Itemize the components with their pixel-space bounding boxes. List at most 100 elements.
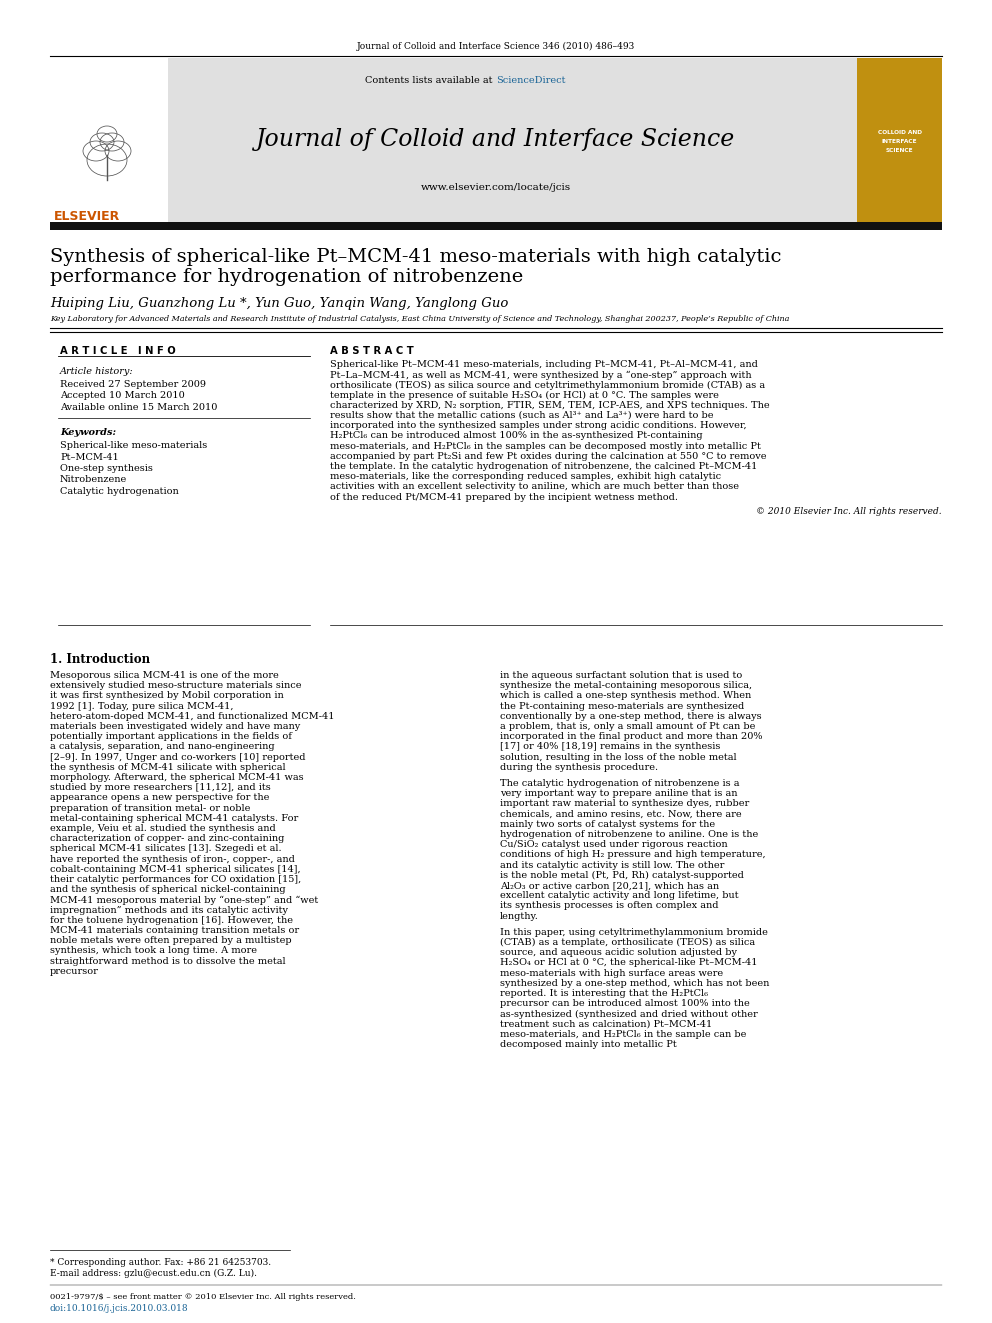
Text: Accepted 10 March 2010: Accepted 10 March 2010	[60, 392, 185, 401]
Text: [2–9]. In 1997, Unger and co-workers [10] reported: [2–9]. In 1997, Unger and co-workers [10…	[50, 753, 306, 762]
Text: meso-materials with high surface areas were: meso-materials with high surface areas w…	[500, 968, 723, 978]
Text: metal-containing spherical MCM-41 catalysts. For: metal-containing spherical MCM-41 cataly…	[50, 814, 299, 823]
Bar	[857, 58, 942, 222]
Text: have reported the synthesis of iron-, copper-, and: have reported the synthesis of iron-, co…	[50, 855, 295, 864]
Text: straightforward method is to dissolve the metal: straightforward method is to dissolve th…	[50, 957, 286, 966]
Text: meso-materials, and H₂PtCl₆ in the sample can be: meso-materials, and H₂PtCl₆ in the sampl…	[500, 1029, 746, 1039]
Text: important raw material to synthesize dyes, rubber: important raw material to synthesize dye…	[500, 799, 749, 808]
Bar	[50, 58, 942, 222]
Text: E-mail address: gzlu@ecust.edu.cn (G.Z. Lu).: E-mail address: gzlu@ecust.edu.cn (G.Z. …	[50, 1269, 257, 1278]
Text: source, and aqueous acidic solution adjusted by: source, and aqueous acidic solution adju…	[500, 949, 737, 958]
Text: In this paper, using cetyltrimethylammonium bromide: In this paper, using cetyltrimethylammon…	[500, 927, 768, 937]
Text: results show that the metallic cations (such as Al³⁺ and La³⁺) were hard to be: results show that the metallic cations (…	[330, 411, 713, 419]
Text: solution, resulting in the loss of the noble metal: solution, resulting in the loss of the n…	[500, 753, 737, 762]
Text: [17] or 40% [18,19] remains in the synthesis: [17] or 40% [18,19] remains in the synth…	[500, 742, 720, 751]
Text: materials been investigated widely and have many: materials been investigated widely and h…	[50, 722, 301, 732]
Text: lengthy.: lengthy.	[500, 912, 539, 921]
Text: template in the presence of suitable H₂SO₄ (or HCl) at 0 °C. The samples were: template in the presence of suitable H₂S…	[330, 390, 719, 400]
Text: synthesize the metal-containing mesoporous silica,: synthesize the metal-containing mesoporo…	[500, 681, 752, 691]
Text: and its catalytic activity is still low. The other: and its catalytic activity is still low.…	[500, 860, 724, 869]
Text: orthosilicate (TEOS) as silica source and cetyltrimethylammonium bromide (CTAB) : orthosilicate (TEOS) as silica source an…	[330, 381, 765, 389]
Bar	[50, 222, 942, 230]
Text: morphology. Afterward, the spherical MCM-41 was: morphology. Afterward, the spherical MCM…	[50, 773, 304, 782]
Text: incorporated in the final product and more than 20%: incorporated in the final product and mo…	[500, 732, 763, 741]
Text: a problem, that is, only a small amount of Pt can be: a problem, that is, only a small amount …	[500, 722, 755, 732]
Text: reported. It is interesting that the H₂PtCl₆: reported. It is interesting that the H₂P…	[500, 990, 708, 998]
Text: www.elsevier.com/locate/jcis: www.elsevier.com/locate/jcis	[421, 183, 571, 192]
Text: conditions of high H₂ pressure and high temperature,: conditions of high H₂ pressure and high …	[500, 851, 766, 860]
Text: hydrogenation of nitrobenzene to aniline. One is the: hydrogenation of nitrobenzene to aniline…	[500, 830, 758, 839]
Text: meso-materials, and H₂PtCl₆ in the samples can be decomposed mostly into metalli: meso-materials, and H₂PtCl₆ in the sampl…	[330, 442, 761, 451]
Text: H₂PtCl₆ can be introduced almost 100% in the as-synthesized Pt-containing: H₂PtCl₆ can be introduced almost 100% in…	[330, 431, 702, 441]
Text: hetero-atom-doped MCM-41, and functionalized MCM-41: hetero-atom-doped MCM-41, and functional…	[50, 712, 334, 721]
Text: INTERFACE: INTERFACE	[882, 139, 918, 144]
Text: doi:10.1016/j.jcis.2010.03.018: doi:10.1016/j.jcis.2010.03.018	[50, 1304, 188, 1312]
Text: very important way to prepare aniline that is an: very important way to prepare aniline th…	[500, 790, 737, 798]
Text: MCM-41 materials containing transition metals or: MCM-41 materials containing transition m…	[50, 926, 300, 935]
Text: and the synthesis of spherical nickel-containing: and the synthesis of spherical nickel-co…	[50, 885, 286, 894]
Text: Pt–MCM-41: Pt–MCM-41	[60, 452, 119, 462]
Text: Al₂O₃ or active carbon [20,21], which has an: Al₂O₃ or active carbon [20,21], which ha…	[500, 881, 719, 890]
Text: the synthesis of MCM-41 silicate with spherical: the synthesis of MCM-41 silicate with sp…	[50, 763, 286, 771]
Text: conventionally by a one-step method, there is always: conventionally by a one-step method, the…	[500, 712, 762, 721]
Text: Huiping Liu, Guanzhong Lu *, Yun Guo, Yanqin Wang, Yanglong Guo: Huiping Liu, Guanzhong Lu *, Yun Guo, Ya…	[50, 296, 508, 310]
Text: ScienceDirect: ScienceDirect	[496, 75, 565, 85]
Text: Contents lists available at: Contents lists available at	[365, 75, 496, 85]
Text: The catalytic hydrogenation of nitrobenzene is a: The catalytic hydrogenation of nitrobenz…	[500, 779, 739, 789]
Text: studied by more researchers [11,12], and its: studied by more researchers [11,12], and…	[50, 783, 271, 792]
Text: Keywords:: Keywords:	[60, 429, 116, 437]
Text: the template. In the catalytic hydrogenation of nitrobenzene, the calcined Pt–MC: the template. In the catalytic hydrogena…	[330, 462, 757, 471]
Text: during the synthesis procedure.: during the synthesis procedure.	[500, 763, 658, 771]
Text: as-synthesized (synthesized and dried without other: as-synthesized (synthesized and dried wi…	[500, 1009, 758, 1019]
Text: of the reduced Pt/MCM-41 prepared by the incipient wetness method.: of the reduced Pt/MCM-41 prepared by the…	[330, 492, 678, 501]
Text: precursor: precursor	[50, 967, 99, 976]
Text: noble metals were often prepared by a multistep: noble metals were often prepared by a mu…	[50, 937, 292, 945]
Text: in the aqueous surfactant solution that is used to: in the aqueous surfactant solution that …	[500, 671, 742, 680]
Text: Mesoporous silica MCM-41 is one of the more: Mesoporous silica MCM-41 is one of the m…	[50, 671, 279, 680]
Text: A R T I C L E   I N F O: A R T I C L E I N F O	[60, 347, 176, 356]
Text: potentially important applications in the fields of: potentially important applications in th…	[50, 732, 292, 741]
Text: MCM-41 mesoporous material by “one-step” and “wet: MCM-41 mesoporous material by “one-step”…	[50, 896, 318, 905]
Text: Cu/SiO₂ catalyst used under rigorous reaction: Cu/SiO₂ catalyst used under rigorous rea…	[500, 840, 727, 849]
Text: treatment such as calcination) Pt–MCM-41: treatment such as calcination) Pt–MCM-41	[500, 1020, 712, 1028]
Text: spherical MCM-41 silicates [13]. Szegedi et al.: spherical MCM-41 silicates [13]. Szegedi…	[50, 844, 282, 853]
Text: the Pt-containing meso-materials are synthesized: the Pt-containing meso-materials are syn…	[500, 701, 744, 710]
Text: © 2010 Elsevier Inc. All rights reserved.: © 2010 Elsevier Inc. All rights reserved…	[756, 507, 942, 516]
Text: is the noble metal (Pt, Pd, Rh) catalyst-supported: is the noble metal (Pt, Pd, Rh) catalyst…	[500, 871, 744, 880]
Text: Spherical-like Pt–MCM-41 meso-materials, including Pt–MCM-41, Pt–Al–MCM-41, and: Spherical-like Pt–MCM-41 meso-materials,…	[330, 360, 758, 369]
Text: incorporated into the synthesized samples under strong acidic conditions. Howeve: incorporated into the synthesized sample…	[330, 421, 747, 430]
Text: Journal of Colloid and Interface Science 346 (2010) 486–493: Journal of Colloid and Interface Science…	[357, 42, 635, 52]
Text: for the toluene hydrogenation [16]. However, the: for the toluene hydrogenation [16]. Howe…	[50, 916, 293, 925]
Text: * Corresponding author. Fax: +86 21 64253703.: * Corresponding author. Fax: +86 21 6425…	[50, 1258, 271, 1267]
Text: ELSEVIER: ELSEVIER	[54, 210, 120, 224]
Text: 1. Introduction: 1. Introduction	[50, 654, 150, 665]
Text: its synthesis processes is often complex and: its synthesis processes is often complex…	[500, 901, 718, 910]
Text: 1992 [1]. Today, pure silica MCM-41,: 1992 [1]. Today, pure silica MCM-41,	[50, 701, 233, 710]
Text: (CTAB) as a template, orthosilicate (TEOS) as silica: (CTAB) as a template, orthosilicate (TEO…	[500, 938, 755, 947]
Text: preparation of transition metal- or noble: preparation of transition metal- or nobl…	[50, 803, 250, 812]
Text: Available online 15 March 2010: Available online 15 March 2010	[60, 404, 217, 411]
Text: accompanied by part Pt₂Si and few Pt oxides during the calcination at 550 °C to : accompanied by part Pt₂Si and few Pt oxi…	[330, 451, 767, 460]
Text: SCIENCE: SCIENCE	[886, 148, 914, 153]
Text: 0021-9797/$ – see front matter © 2010 Elsevier Inc. All rights reserved.: 0021-9797/$ – see front matter © 2010 El…	[50, 1293, 356, 1301]
Text: chemicals, and amino resins, etc. Now, there are: chemicals, and amino resins, etc. Now, t…	[500, 810, 742, 819]
Text: Spherical-like meso-materials: Spherical-like meso-materials	[60, 441, 207, 450]
Text: Key Laboratory for Advanced Materials and Research Institute of Industrial Catal: Key Laboratory for Advanced Materials an…	[50, 315, 790, 323]
Text: synthesis, which took a long time. A more: synthesis, which took a long time. A mor…	[50, 946, 257, 955]
Text: activities with an excellent selectivity to aniline, which are much better than : activities with an excellent selectivity…	[330, 483, 739, 491]
Text: Nitrobenzene: Nitrobenzene	[60, 475, 127, 484]
Text: impregnation” methods and its catalytic activity: impregnation” methods and its catalytic …	[50, 906, 288, 914]
Text: COLLOID AND: COLLOID AND	[878, 130, 922, 135]
Text: precursor can be introduced almost 100% into the: precursor can be introduced almost 100% …	[500, 999, 750, 1008]
Text: Article history:: Article history:	[60, 366, 134, 376]
Text: decomposed mainly into metallic Pt: decomposed mainly into metallic Pt	[500, 1040, 677, 1049]
Text: excellent catalytic activity and long lifetime, but: excellent catalytic activity and long li…	[500, 892, 739, 900]
Text: characterization of copper- and zinc-containing: characterization of copper- and zinc-con…	[50, 835, 285, 843]
Text: Journal of Colloid and Interface Science: Journal of Colloid and Interface Science	[256, 128, 736, 151]
Text: cobalt-containing MCM-41 spherical silicates [14],: cobalt-containing MCM-41 spherical silic…	[50, 865, 301, 873]
Text: meso-materials, like the corresponding reduced samples, exhibit high catalytic: meso-materials, like the corresponding r…	[330, 472, 721, 482]
Text: H₂SO₄ or HCl at 0 °C, the spherical-like Pt–MCM-41: H₂SO₄ or HCl at 0 °C, the spherical-like…	[500, 958, 758, 967]
Text: appearance opens a new perspective for the: appearance opens a new perspective for t…	[50, 794, 270, 803]
Text: which is called a one-step synthesis method. When: which is called a one-step synthesis met…	[500, 692, 751, 700]
Text: One-step synthesis: One-step synthesis	[60, 464, 153, 474]
